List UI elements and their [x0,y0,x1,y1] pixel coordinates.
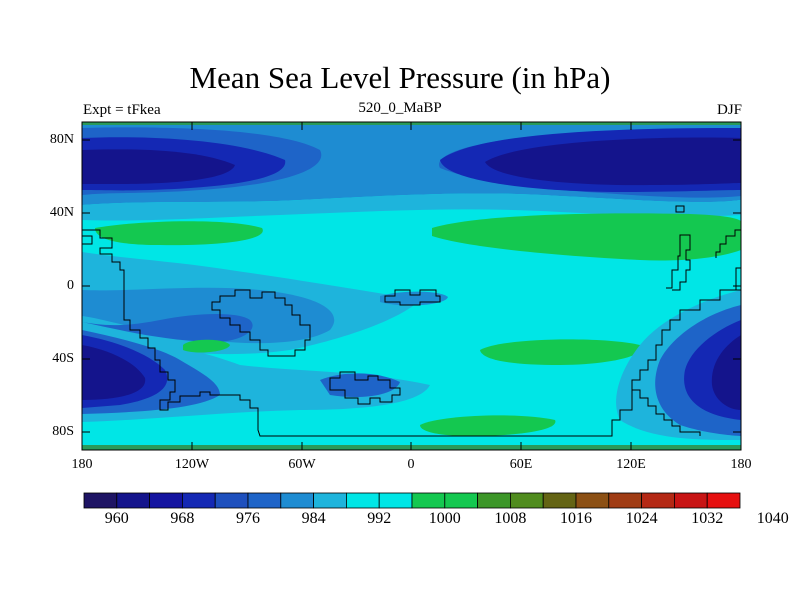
colorbar-label: 968 [170,510,195,527]
y-tick-label: 0 [67,278,74,293]
colorbar-swatch [378,492,413,509]
coastline-nw-edge [82,235,93,245]
field-south-atl-988 [320,373,400,398]
colorbar-swatch [674,492,708,509]
coastline-south-america-ish [211,289,311,357]
x-tick-label: 120W [174,457,210,472]
field-south-high-south [420,415,556,436]
coastline-east-north [666,234,691,291]
colorbar-label: 1016 [560,510,592,527]
x-axis-ticks [191,122,632,450]
y-axis-ticks [82,139,741,433]
field-nw-low-972 [82,149,235,184]
colorbar-swatch [575,492,610,509]
colorbar-label: 1024 [625,510,658,527]
period-label: 520_0_MaBP [358,100,442,116]
colorbar-swatch [411,492,446,509]
y-tick-label: 40S [52,351,74,366]
colorbar-swatch [214,492,249,509]
colorbar-label: 1040 [756,510,789,527]
coastline-east-inner [632,389,701,436]
field-north-high-west [95,221,263,246]
colorbar [83,492,741,509]
x-tick-label: 120E [616,457,646,472]
coastline-east-edge-south [735,267,741,290]
colorbar-swatch [149,492,183,509]
y-tick-label: 80S [52,424,74,439]
chart-title: Mean Sea Level Pressure (in hPa) [189,60,611,95]
x-tick-label: 180 [730,457,752,472]
colorbar-swatch [509,492,544,509]
colorbar-label: 976 [236,510,260,527]
colorbar-swatch [542,492,577,509]
coastline-west [82,229,741,437]
colorbar-swatch [345,492,380,509]
colorbar-swatch [247,492,282,509]
colorbar-swatch [181,492,216,509]
x-tick-label: 0 [407,457,415,472]
experiment-label: Expt = tFkea [83,102,161,118]
colorbar-swatch [608,492,642,509]
y-tick-label: 40N [49,205,74,220]
coastline-south-atl [329,371,401,405]
coastlines [82,205,741,437]
colorbar-swatch [477,492,511,509]
field-ne-low-976 [485,137,741,186]
coastline-east-edge [715,229,741,258]
colorbar-swatch [116,492,151,509]
colorbar-label: 1008 [494,510,527,527]
x-tick-label: 180 [71,457,93,472]
y-tick-label: 80N [49,132,74,147]
x-tick-label: 60W [288,457,316,472]
colorbar-label: 1032 [691,510,724,527]
field-south-high-mid [480,339,642,365]
colorbar-swatch [280,492,314,509]
colorbar-swatch [444,492,478,509]
field-north-high-east [432,213,741,261]
field-south-high-small [183,339,230,353]
colorbar-swatch [313,492,347,509]
coastline-tiny-box [675,205,685,213]
field-se-972 [711,335,741,410]
colorbar-label: 992 [367,510,392,527]
colorbar-label: 984 [301,510,326,527]
colorbar-label: 960 [104,510,129,527]
colorbar-label: 1000 [428,510,461,527]
coastline-island-small [384,289,441,306]
pressure-field [82,122,741,450]
field-tropics-984 [82,314,253,343]
colorbar-swatch [706,492,741,509]
field-sw-972 [82,345,146,400]
colorbar-swatch [83,492,118,509]
field-north-996 [82,193,741,221]
colorbar-swatch [641,492,675,509]
season-label: DJF [716,102,742,118]
x-tick-label: 60E [509,457,533,472]
